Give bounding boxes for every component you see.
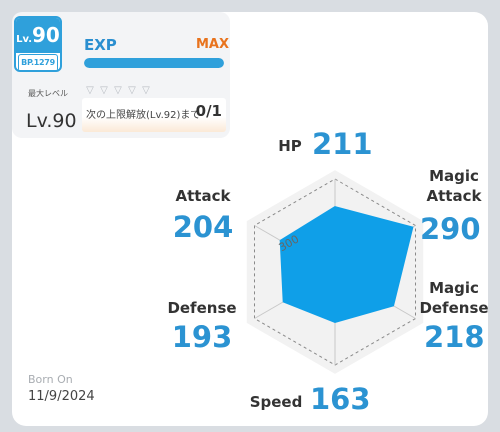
- born-on-date: 11/9/2024: [28, 389, 95, 404]
- gem-icon: ▽: [114, 85, 122, 96]
- exp-max-label: MAX: [196, 37, 230, 52]
- attack-value: 204: [172, 210, 234, 244]
- bp-value: BP.1279: [18, 54, 58, 70]
- speed-label: Speed: [249, 393, 303, 411]
- gem-icon: ▽: [128, 85, 136, 96]
- limit-break-text: 次の上限解放(Lv.92)まで: [86, 110, 201, 121]
- speed-value: 163: [310, 382, 371, 416]
- max-level-value: Lv.90: [26, 110, 77, 132]
- gem-icon: ▽: [100, 85, 108, 96]
- born-on-label: Born On: [28, 373, 73, 386]
- limit-break-row: 次の上限解放(Lv.92)まで 0/1: [82, 98, 226, 132]
- level-prefix: Lv.: [16, 34, 33, 45]
- attack-label: Attack: [175, 187, 231, 205]
- magic-attack-label: Magic Attack: [426, 167, 482, 205]
- magic-defense-label: Magic Defense: [419, 279, 489, 317]
- hp-value: 211: [312, 127, 373, 161]
- max-level-label: 最大レベル: [28, 89, 68, 98]
- exp-bar: [84, 58, 224, 68]
- gem-icon: ▽: [142, 85, 150, 96]
- defense-label: Defense: [167, 299, 237, 317]
- limit-break-count: 0/1: [195, 102, 222, 120]
- defense-value: 193: [171, 320, 233, 354]
- radar-data-polygon: [279, 206, 414, 324]
- exp-label: EXP: [84, 36, 117, 54]
- level-value: 90: [32, 23, 60, 47]
- magic-attack-value: 290: [420, 212, 481, 246]
- limit-break-gems: ▽ ▽ ▽ ▽ ▽: [84, 86, 152, 96]
- exp-bar-fill: [84, 58, 224, 68]
- hp-label: HP: [278, 137, 302, 155]
- magic-defense-value: 218: [424, 320, 485, 354]
- gem-icon: ▽: [86, 85, 94, 96]
- level-badge: Lv.90 BP.1279: [14, 16, 62, 72]
